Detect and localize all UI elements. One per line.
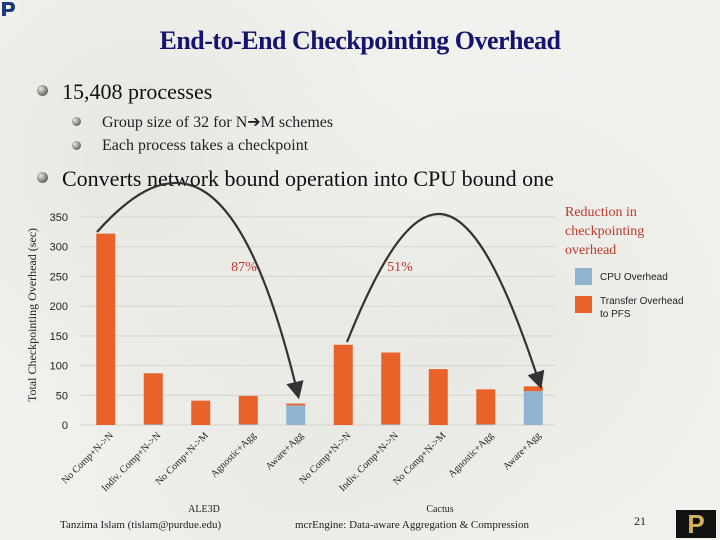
annotation-51: 51% bbox=[387, 260, 413, 275]
bar-transfer bbox=[143, 373, 163, 425]
bullet-processes: 15,408 processes bbox=[62, 79, 213, 104]
footer-author: Tanzima Islam (tislam@purdue.edu) bbox=[60, 519, 222, 531]
legend: CPU Overhead Transfer Overhead to PFS bbox=[575, 268, 684, 320]
bar-transfer bbox=[381, 352, 401, 425]
bar-transfer bbox=[476, 389, 496, 425]
page-number: 21 bbox=[634, 514, 646, 528]
bullet-each-process: Each process takes a checkpoint bbox=[102, 137, 309, 154]
bar-transfer bbox=[191, 400, 211, 425]
x-tick-label: Aware+Agg bbox=[264, 430, 306, 472]
bar-transfer bbox=[286, 403, 306, 406]
y-tick-label: 0 bbox=[62, 420, 68, 432]
corner-logo-icon bbox=[0, 0, 18, 18]
bar-cpu bbox=[476, 424, 496, 425]
footer-title: mcrEngine: Data-aware Aggregation & Comp… bbox=[295, 519, 529, 531]
y-tick-label: 100 bbox=[50, 361, 68, 373]
y-tick-label: 150 bbox=[50, 331, 68, 343]
bars bbox=[96, 233, 543, 425]
annotation-87: 87% bbox=[231, 260, 257, 275]
bullet-dot-icon bbox=[72, 117, 81, 126]
x-tick-label: Agnostic+Agg bbox=[446, 430, 495, 479]
bullet-dot-icon bbox=[37, 85, 48, 96]
y-tick-label: 50 bbox=[56, 390, 68, 402]
bar-transfer bbox=[238, 395, 258, 425]
legend-label-transfer: Transfer Overhead to PFS bbox=[600, 296, 684, 320]
bar-cpu bbox=[143, 424, 163, 425]
y-ticks: 0 50 100 150 200 250 300 350 bbox=[50, 212, 68, 432]
reduction-arrow-ale3d bbox=[96, 181, 304, 400]
x-tick-label: Aware+Agg bbox=[501, 430, 543, 472]
bar-cpu bbox=[238, 424, 258, 425]
reduction-arrow-cactus bbox=[345, 212, 545, 390]
bar-transfer bbox=[523, 386, 543, 392]
y-tick-label: 300 bbox=[50, 242, 68, 254]
group-label-cactus: Cactus bbox=[426, 504, 453, 515]
y-axis-label: Total Checkpointing Overhead (sec) bbox=[25, 228, 39, 402]
bar-transfer bbox=[428, 369, 448, 425]
purdue-logo-icon: P bbox=[676, 510, 716, 538]
slide-title: End-to-End Checkpointing Overhead bbox=[159, 26, 561, 55]
bullet-converts: Converts network bound operation into CP… bbox=[62, 166, 554, 191]
bar-cpu bbox=[286, 405, 306, 425]
bar-transfer bbox=[96, 233, 116, 425]
x-tick-label: Agnostic+Agg bbox=[209, 430, 258, 479]
bullet-dot-icon bbox=[37, 172, 48, 183]
y-tick-label: 200 bbox=[50, 301, 68, 313]
y-tick-label: 350 bbox=[50, 212, 68, 224]
legend-swatch-transfer bbox=[575, 296, 592, 313]
group-label-ale3d: ALE3D bbox=[188, 504, 220, 515]
bar-cpu bbox=[381, 424, 401, 425]
y-tick-label: 250 bbox=[50, 271, 68, 283]
bar-transfer bbox=[333, 344, 353, 425]
legend-swatch-cpu bbox=[575, 268, 592, 285]
bar-cpu bbox=[523, 391, 543, 425]
bullet-group-size: Group size of 32 for N➔M schemes bbox=[102, 114, 334, 131]
reduction-annotation: Reduction in checkpointing overhead bbox=[565, 205, 645, 258]
legend-label-cpu: CPU Overhead bbox=[600, 272, 668, 283]
bullet-dot-icon bbox=[72, 141, 81, 150]
